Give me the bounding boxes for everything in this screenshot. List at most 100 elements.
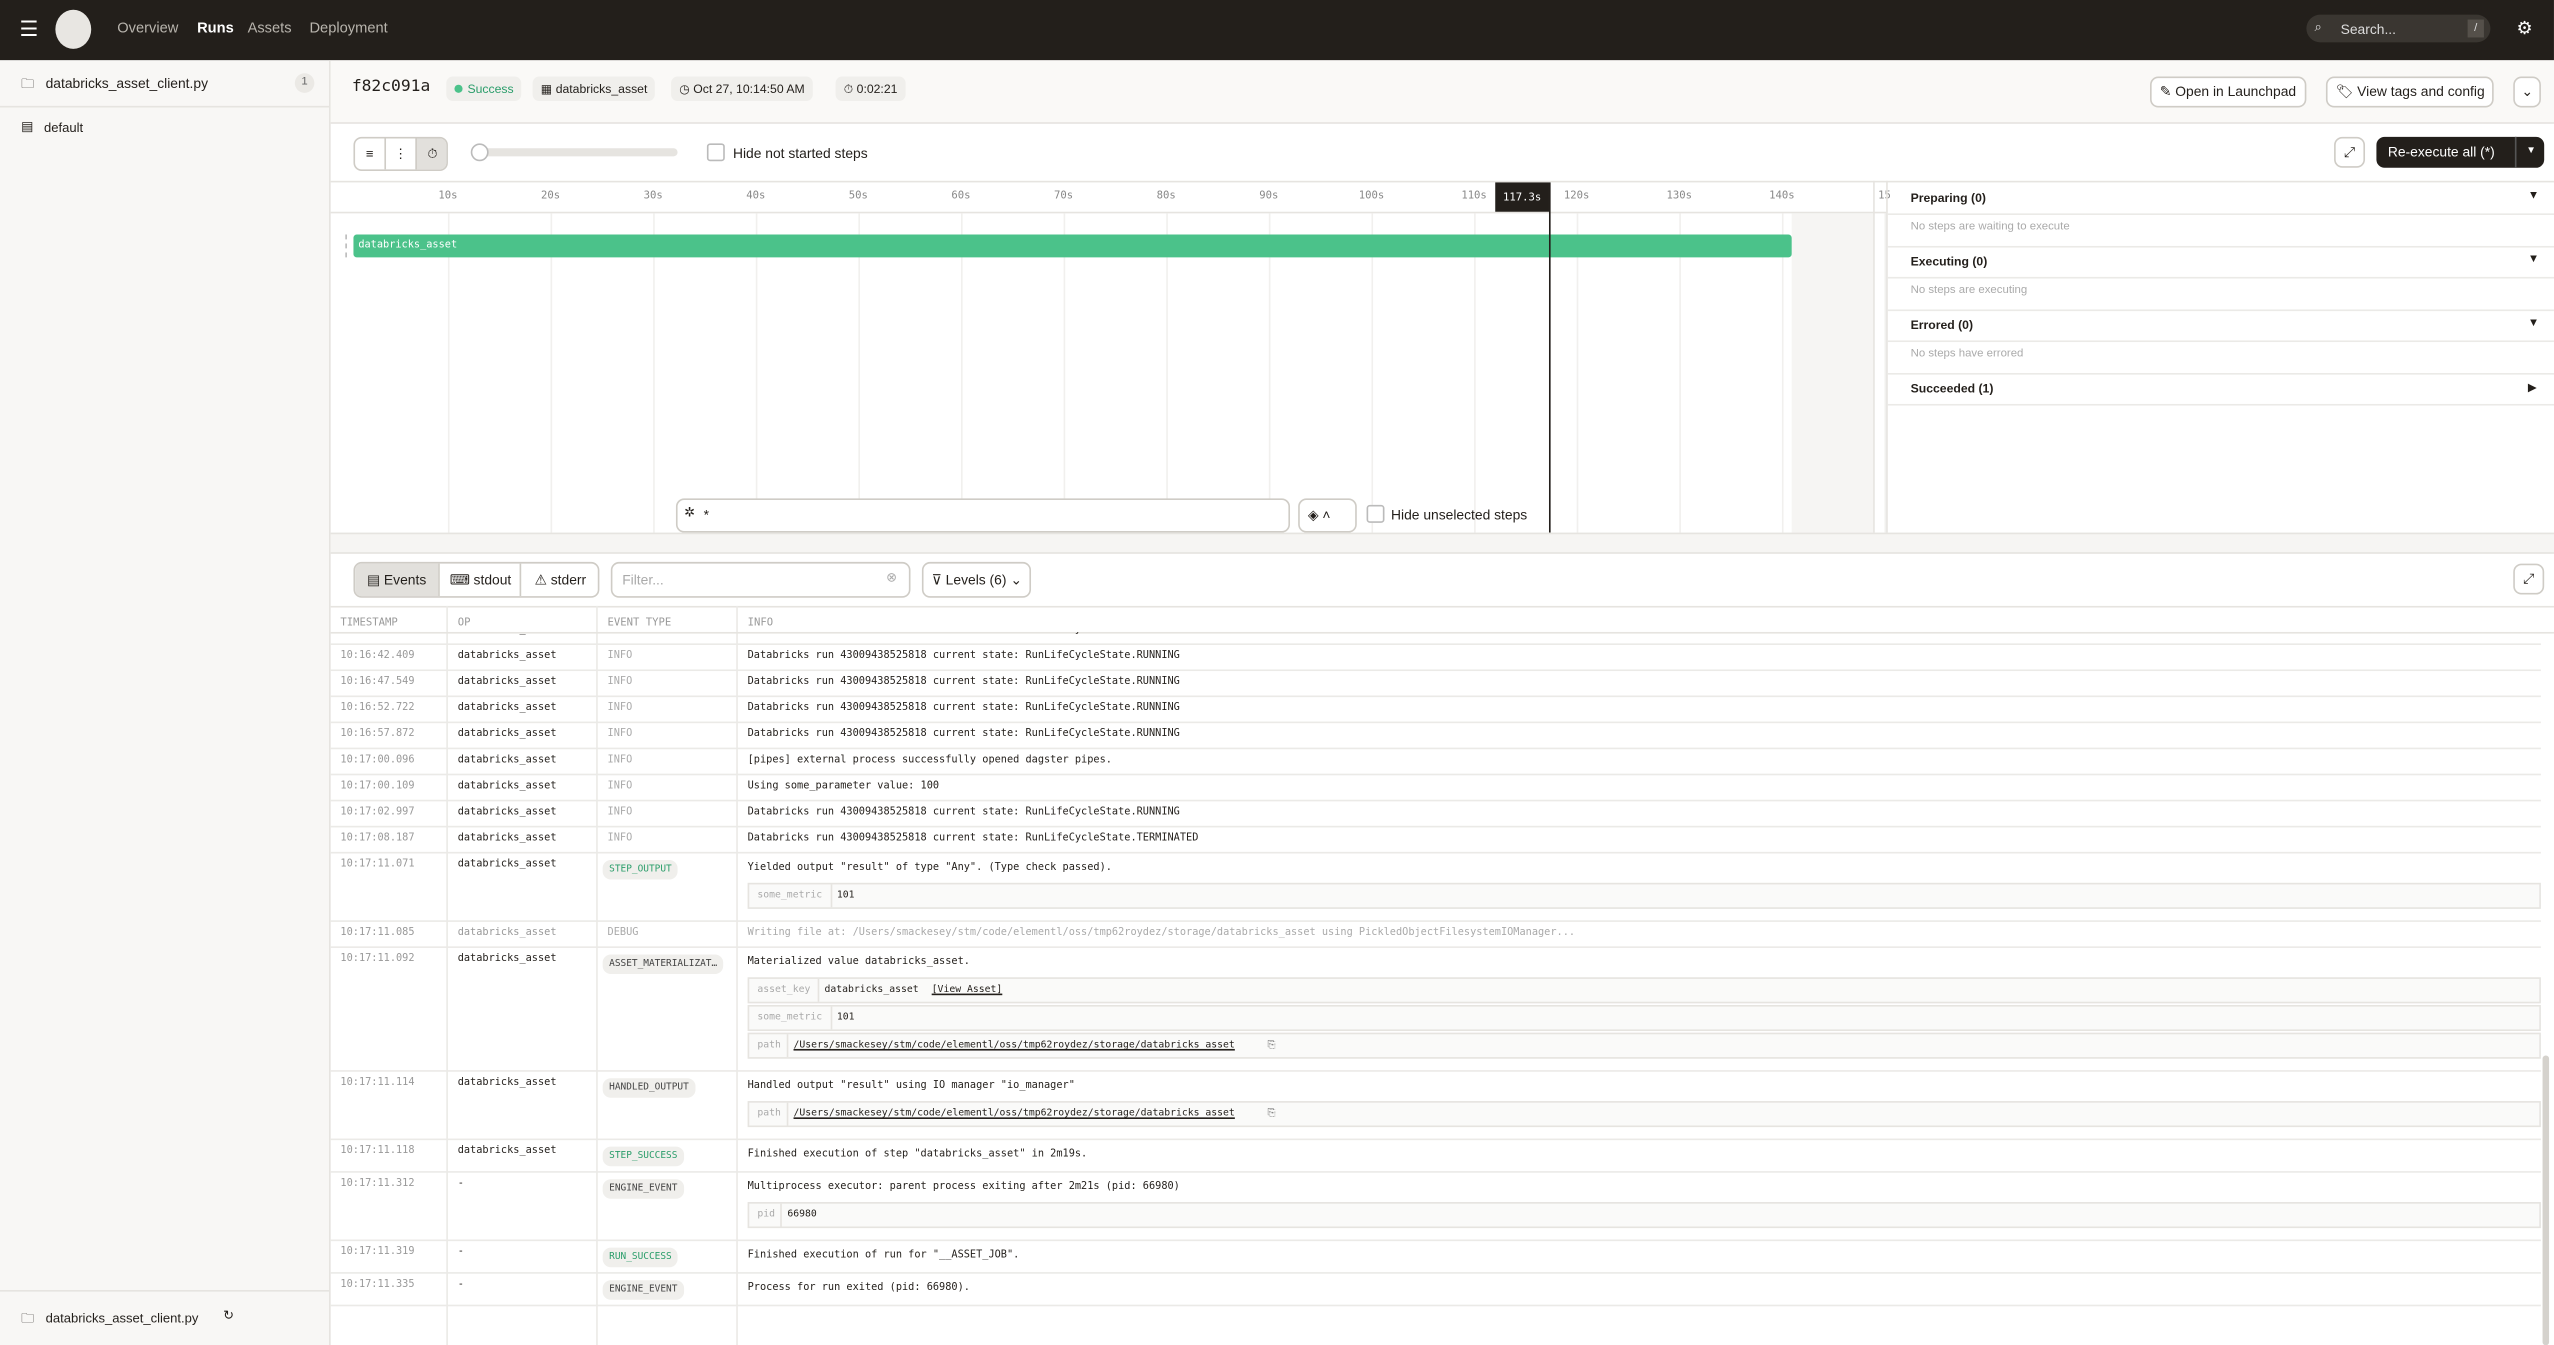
expand-icon[interactable]: ⤢ [2334, 136, 2366, 168]
log-message: Databricks run 43009438525818 current st… [747, 832, 1199, 844]
timeline-gridline [447, 213, 450, 533]
waterfall-view-icon[interactable]: ⋮ [384, 138, 415, 170]
step-group-header[interactable]: Executing (0) [1910, 254, 1988, 269]
location-name: databricks_asset_client.py [45, 74, 209, 92]
search-placeholder: Search... [2340, 21, 2397, 38]
log-op: - [457, 1177, 464, 1190]
tab-events[interactable]: ▤ Events [355, 563, 439, 597]
status-text: Success [467, 81, 514, 97]
split-handle[interactable] [330, 532, 2554, 554]
log-timestamp: 10:16:52.722 [340, 702, 415, 714]
log-scrollbar[interactable] [2542, 1055, 2550, 1345]
clear-icon[interactable]: ⊗ [886, 570, 897, 585]
layers-icon: ◈ [1307, 506, 1323, 523]
table-icon: ▦ [540, 81, 556, 97]
more-actions-button[interactable]: ⌄ [2513, 76, 2542, 108]
event-type-badge: INFO [607, 728, 633, 740]
event-type-badge: STEP_SUCCESS [602, 1146, 684, 1167]
footer-location-name[interactable]: databricks_asset_client.py [45, 1311, 199, 1326]
nav-runs[interactable]: Runs [197, 19, 234, 36]
timer-view-icon[interactable]: ⏱ [415, 138, 447, 170]
status-dot-icon [454, 84, 463, 93]
search-input[interactable]: ⌕ Search... / [2306, 14, 2491, 43]
folder-icon: 🗀 [21, 76, 35, 92]
timeline-tick-label: 140s [1769, 188, 1795, 202]
log-message: Writing file at: /Users/smackesey/stm/co… [747, 926, 1576, 939]
log-filter-input[interactable]: Filter... ⊗ [610, 561, 911, 598]
tab-stderr[interactable]: ⚠ stderr [519, 563, 598, 597]
zoom-slider[interactable] [477, 148, 678, 157]
copy-icon[interactable]: ⎘ [1267, 1039, 1276, 1051]
sidebar-location-item[interactable]: 🗀 databricks_asset_client.py 1 [0, 67, 330, 108]
event-type-badge: DEBUG [607, 926, 639, 939]
toggle-caret-icon[interactable]: ▼ [2527, 254, 2540, 266]
nav-overview[interactable]: Overview [117, 19, 179, 36]
expand-logs-icon[interactable]: ⤢ [2513, 563, 2545, 595]
metadata-entry: some_metric 101 [747, 1004, 2541, 1032]
nav-deployment[interactable]: Deployment [309, 19, 388, 36]
timeline-tick-label: 60s [951, 188, 971, 202]
settings-gear-icon[interactable]: ⚙ [2516, 19, 2533, 40]
divider [0, 1290, 330, 1292]
timeline-gridline [755, 213, 758, 533]
filter-icon: ⊽ [931, 571, 946, 588]
toggle-caret-icon[interactable]: ▶ [2527, 382, 2537, 395]
step-bar-databricks-asset[interactable]: databricks_asset [353, 234, 1793, 258]
timeline-tick-label: 70s [1054, 188, 1074, 202]
log-op: databricks_asset [457, 702, 557, 714]
re-execute-all-button[interactable]: Re-execute all (*) ▼ [2376, 136, 2546, 168]
divider [817, 978, 820, 1002]
metadata-value[interactable]: /Users/smackesey/stm/code/elementl/oss/t… [793, 1039, 1235, 1051]
clock-icon: ◷ [679, 81, 694, 97]
levels-dropdown[interactable]: ⊽ Levels (6) ⌄ [921, 561, 1032, 598]
hide-not-started-checkbox[interactable] [706, 143, 725, 162]
copy-icon[interactable]: ⎘ [1267, 1107, 1276, 1119]
hide-unselected-label: Hide unselected steps [1390, 506, 1528, 523]
sidebar-item-default[interactable]: default [43, 120, 84, 136]
log-timestamp: 10:16:57.872 [340, 728, 415, 740]
log-row: 10:17:11.071 databricks_asset STEP_OUTPUT Y… [330, 853, 2541, 922]
dagster-logo-icon[interactable] [55, 9, 92, 49]
step-group-empty-text: No steps are executing [1910, 285, 2028, 297]
toggle-caret-icon[interactable]: ▼ [2527, 190, 2540, 202]
step-group-header[interactable]: Errored (0) [1910, 317, 1974, 333]
view-tags-button[interactable]: 🏷 View tags and config [2325, 76, 2495, 108]
reload-icon[interactable]: ↻ [223, 1307, 235, 1323]
toggle-caret-icon[interactable]: ▼ [2527, 317, 2540, 330]
log-op: databricks_asset [457, 675, 557, 688]
log-timestamp: 10:17:11.319 [340, 1246, 415, 1258]
timeline-tick-label: 80s [1156, 188, 1176, 202]
divider [1887, 213, 2554, 216]
step-query-input[interactable]: ✲ * [675, 498, 1291, 533]
flat-view-icon[interactable]: ≡ [365, 146, 374, 162]
event-type-badge: ENGINE_EVENT [602, 1280, 684, 1300]
view-asset-link[interactable]: [View Asset] [931, 983, 1003, 996]
timeline-future-area [1791, 213, 1874, 533]
log-message: Finished execution of run for "__ASSET_J… [747, 1249, 1020, 1261]
tab-stdout[interactable]: ⌨ stdout [438, 563, 521, 597]
divider [330, 605, 2554, 608]
run-id: f82c091a [351, 78, 431, 97]
job-chip[interactable]: ▦ databricks_asset [532, 76, 656, 101]
hide-unselected-checkbox[interactable] [1366, 504, 1385, 523]
timeline-gridline [1371, 213, 1374, 533]
event-type-badge: INFO [607, 675, 633, 688]
job-name: databricks_asset [555, 81, 648, 97]
log-message: Yielded output "result" of type "Any". (… [747, 861, 1112, 874]
step-group-header[interactable]: Succeeded (1) [1910, 381, 1994, 396]
nav-assets[interactable]: Assets [247, 19, 292, 36]
open-in-launchpad-button[interactable]: ✎ Open in Launchpad [2150, 76, 2306, 108]
timeline-tick-label: 10s [438, 188, 458, 202]
open-launchpad-label: Open in Launchpad [2175, 83, 2297, 100]
divider [830, 1006, 832, 1030]
zoom-slider-handle[interactable] [470, 143, 489, 162]
step-group-header[interactable]: Preparing (0) [1910, 190, 1986, 206]
metadata-value: 101 [836, 889, 855, 901]
step-selector-toggle[interactable]: ◈ ˄ [1298, 498, 1357, 533]
metadata-value[interactable]: /Users/smackesey/stm/code/elementl/oss/t… [793, 1107, 1235, 1119]
column-header-timestamp: TIMESTAMP [340, 615, 398, 629]
step-query-value: * [703, 506, 710, 523]
menu-icon[interactable]: ☰ [19, 16, 39, 41]
log-row: 10:17:11.092 databricks_asset ASSET_MATERI… [330, 948, 2541, 1072]
caret-down-icon[interactable]: ▼ [2514, 136, 2546, 168]
